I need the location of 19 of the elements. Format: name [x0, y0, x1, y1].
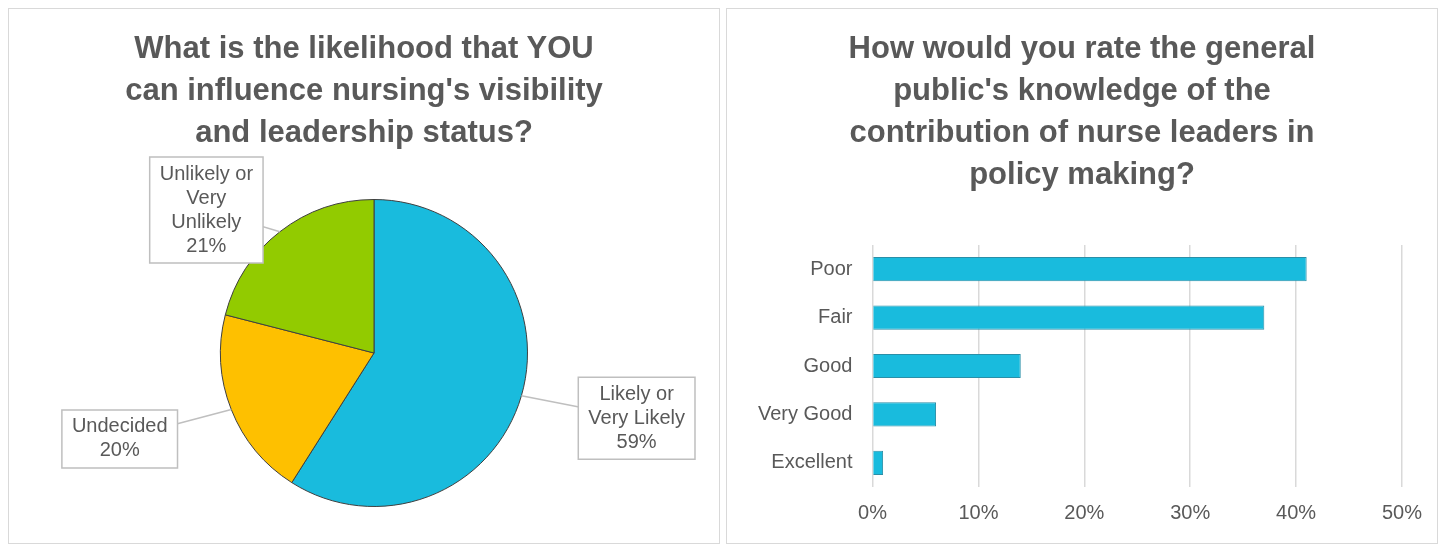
y-tick-label: Excellent — [771, 450, 853, 473]
y-tick-label: Fair — [818, 305, 853, 328]
x-tick-label: 20% — [1064, 500, 1105, 523]
y-tick-label: Poor — [810, 256, 853, 279]
chart-title: What is the likelihood that YOU can influence nursing's visibility and leadership status? — [124, 29, 604, 151]
slice-label: Undecided — [71, 414, 168, 437]
y-tick-label: Good — [803, 353, 853, 376]
x-tick-label: 0% — [858, 500, 888, 523]
slice-label: Likely or Very Likely — [588, 381, 685, 428]
x-tick-label: 50% — [1381, 500, 1423, 523]
data-label: 59% — [616, 429, 657, 452]
data-label: 20% — [99, 438, 140, 461]
chart-title: How would you rate the general public's knowledge of the contribution of nurse leaders in policy making? — [847, 29, 1317, 193]
data-label: 21% — [186, 233, 227, 256]
x-tick-label: 10% — [958, 500, 999, 523]
x-tick-label: 40% — [1276, 500, 1317, 523]
slice-label: Unlikely or Very Unlikely — [159, 161, 254, 232]
x-tick-label: 30% — [1170, 500, 1211, 523]
y-tick-label: Very Good — [757, 401, 853, 424]
